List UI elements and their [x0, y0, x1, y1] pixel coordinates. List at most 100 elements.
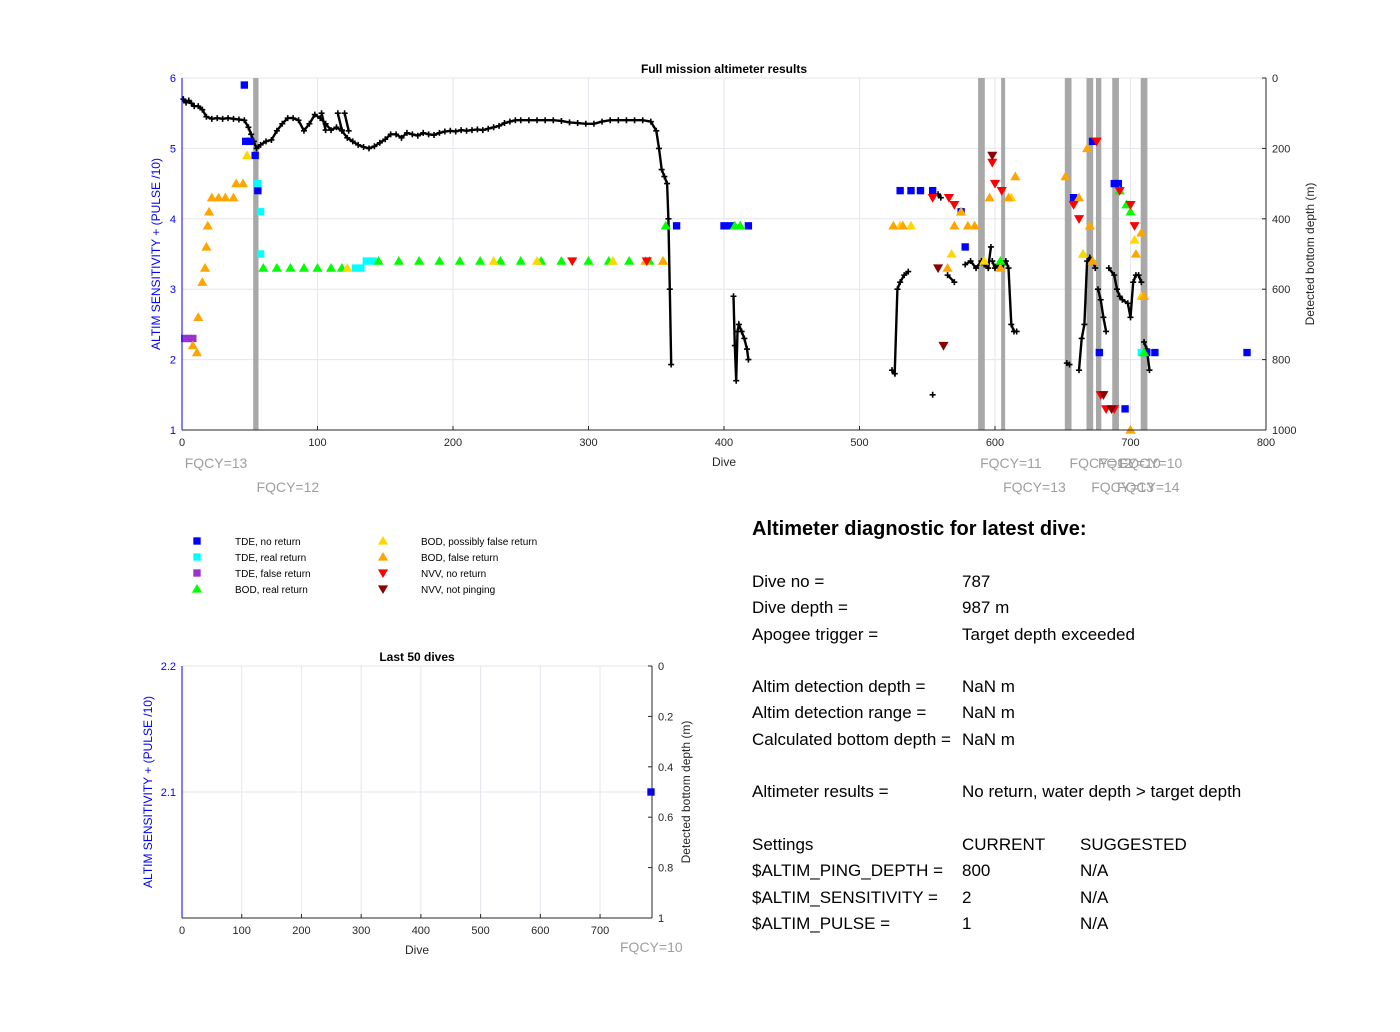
bottom-depth-point	[962, 261, 969, 268]
main-bod-false-return-point	[1084, 220, 1095, 230]
altimeter-results-label: Altimeter results =	[752, 782, 889, 802]
apogee-trigger-value: Target depth exceeded	[962, 624, 1135, 644]
main-bod-real-return-point	[312, 263, 323, 272]
bottom-depth-point	[241, 117, 248, 124]
main-x-tick-label: 0	[179, 437, 185, 449]
main-tde-no-return-point	[1121, 405, 1129, 413]
main-tde-no-return-point	[251, 151, 259, 160]
ping-depth-label: $ALTIM_PING_DEPTH =	[752, 861, 943, 881]
last50-x-tick-label: 100	[233, 925, 251, 937]
main-bod-false-return-point	[1003, 192, 1014, 202]
legend-label: BOD, false return	[421, 553, 498, 564]
main-bod-false-return-point	[969, 220, 980, 230]
bottom-depth-point	[744, 346, 751, 353]
bottom-depth-point	[973, 265, 980, 272]
main-bod-real-return-point	[624, 255, 635, 265]
pulse-label: $ALTIM_PULSE =	[752, 913, 891, 933]
main-y-tick-label: 2	[170, 355, 176, 367]
main-bod-false-return-point	[897, 220, 908, 230]
main-tde-real-return-point	[256, 250, 265, 258]
main-x-tick-label: 700	[1121, 437, 1139, 449]
bottom-depth-point	[951, 279, 958, 286]
main-bod-real-return-point	[414, 255, 425, 265]
bottom-depth-line	[991, 258, 1017, 333]
bottom-depth-point	[219, 115, 226, 122]
main-bod-possibly-false-return-point	[946, 248, 957, 258]
bottom-depth-point	[992, 265, 998, 272]
main-tde-no-return-point	[254, 186, 262, 195]
bottom-depth-point	[474, 126, 481, 133]
settings-label: Settings	[752, 834, 814, 854]
main-x-tick-label: 300	[579, 437, 597, 449]
main-nvv-no-return-point	[987, 158, 998, 168]
main-y-tick-label: 3	[170, 284, 176, 296]
bottom-depth-point	[665, 215, 672, 222]
bottom-depth-point	[1078, 335, 1085, 342]
bottom-depth-point	[889, 367, 896, 374]
main-fqcy-label: FQCY=13	[185, 455, 248, 471]
main-tde-no-return-point	[1069, 194, 1078, 202]
main-bod-real-return-point	[495, 255, 506, 265]
bottom-depth-point	[550, 117, 557, 124]
bottom-depth-point	[452, 128, 459, 135]
bottom-depth-point	[738, 328, 745, 335]
dive-depth-label: Dive depth =	[752, 598, 848, 618]
bottom-depth-point	[1081, 321, 1088, 328]
bottom-depth-point	[1005, 265, 1012, 272]
bottom-depth-point	[1084, 258, 1091, 265]
main-nvv-no-return-point	[1073, 215, 1085, 224]
main-bod-false-return-point	[206, 192, 217, 202]
main-bod-possibly-false-return-point	[1078, 248, 1089, 258]
main-bod-false-return-point	[956, 206, 967, 216]
bottom-depth-point	[398, 134, 405, 141]
main-y2-tick-label: 800	[1272, 355, 1290, 367]
bottom-depth-point	[517, 117, 524, 124]
last50-y2-tick-label: 0	[658, 661, 664, 673]
bottom-depth-point	[735, 321, 742, 328]
main-nvv-no-return-point	[943, 194, 954, 203]
bottom-depth-point	[1013, 328, 1020, 335]
main-tde-real-return-point	[351, 264, 360, 272]
main-x-tick-label: 600	[986, 437, 1004, 449]
main-tde-false-return-point	[181, 334, 189, 343]
main-tde-real-return-point	[357, 264, 365, 272]
main-bod-false-return-point	[228, 192, 239, 202]
bottom-depth-point	[306, 120, 313, 127]
main-y-tick-label: 4	[170, 214, 176, 226]
bottom-depth-point	[235, 116, 242, 123]
main-tde-no-return-point	[672, 222, 681, 230]
altim-detection-depth-row: Altim detection depth = NaN m	[752, 674, 1372, 700]
bottom-depth-point	[891, 370, 898, 377]
bottom-depth-point	[1130, 279, 1137, 286]
bottom-depth-point	[365, 145, 372, 152]
main-bod-false-return-point	[213, 192, 224, 202]
main-bod-real-return-point	[1125, 206, 1136, 216]
main-x-tick-label: 100	[308, 437, 326, 449]
main-bod-possibly-false-return-point	[905, 220, 917, 230]
main-y2-tick-label: 400	[1272, 214, 1290, 226]
bottom-depth-point	[1119, 296, 1126, 303]
bottom-depth-point	[506, 118, 513, 125]
last50-chart-title: Last 50 dives	[379, 650, 455, 664]
bottom-depth-point	[607, 117, 614, 124]
last50-x-axis-label: Dive	[405, 943, 429, 957]
bottom-depth-line	[946, 274, 956, 284]
bottom-depth-point	[1092, 265, 1099, 272]
main-bod-false-return-point	[197, 277, 208, 286]
main-bod-false-return-point	[1136, 227, 1147, 237]
main-bod-real-return-point	[373, 255, 384, 265]
bottom-depth-point	[623, 117, 630, 124]
last50-fqcy-label: FQCY=10	[620, 939, 683, 955]
bottom-depth-point	[944, 272, 951, 279]
main-nvv-not-pinging-point	[933, 264, 944, 274]
bottom-depth-point	[199, 106, 206, 113]
bottom-depth-point	[322, 127, 329, 134]
bottom-depth-point	[1146, 367, 1153, 374]
bottom-depth-point	[647, 118, 654, 125]
bottom-depth-point	[658, 166, 665, 173]
bottom-depth-point	[496, 122, 503, 129]
main-bod-false-return-point	[1073, 192, 1085, 202]
main-bod-real-return-point	[660, 220, 671, 230]
main-tde-no-return-point	[246, 137, 254, 146]
bottom-depth-point	[376, 139, 383, 146]
